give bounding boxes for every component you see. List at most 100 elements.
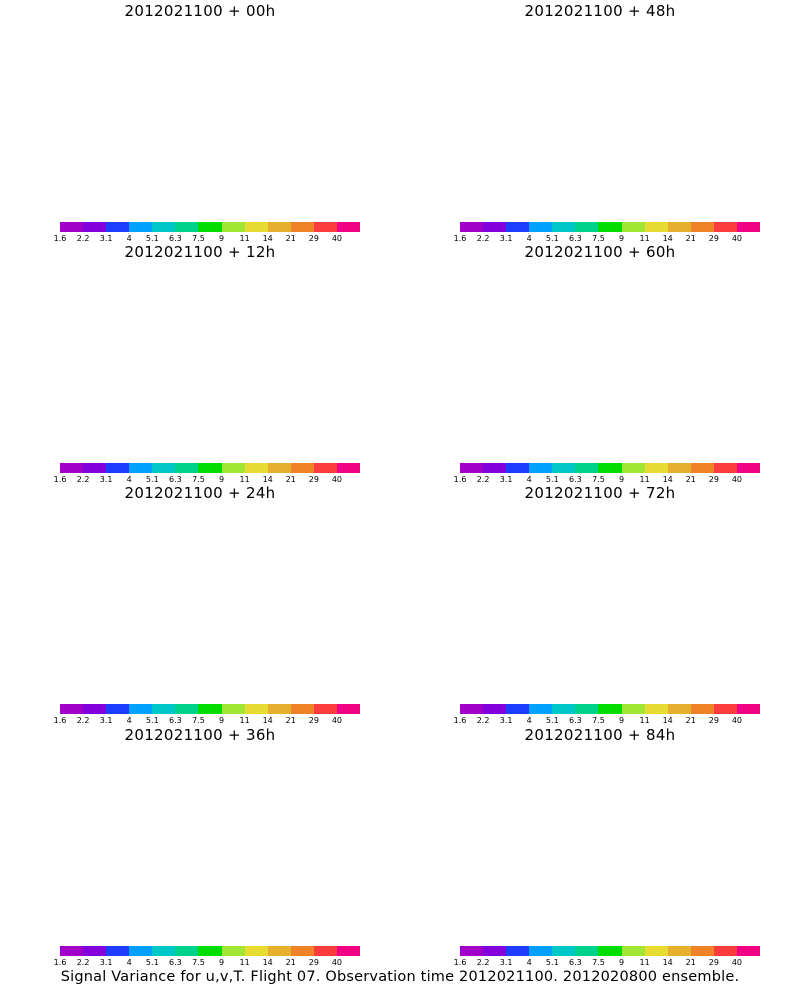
colorbar-swatch: [736, 704, 761, 714]
colorbar-label: 3.1: [499, 716, 513, 725]
colorbar-label: 14: [662, 716, 673, 725]
colorbar-label: 40: [731, 234, 743, 243]
colorbar-swatch: [83, 946, 107, 956]
colorbar-swatch: [60, 704, 84, 714]
colorbar-label: 4: [126, 475, 132, 484]
colorbar-swatch: [152, 704, 176, 714]
colorbar-label: 3.1: [99, 958, 113, 967]
colorbar-swatch: [713, 704, 737, 714]
variance-contour: [613, 779, 748, 839]
colorbar-label: 1.6: [53, 716, 67, 725]
low-variance-area: [115, 411, 185, 431]
colorbar-label: 5.1: [545, 958, 559, 967]
variance-contour: [603, 533, 757, 602]
coastline: [460, 318, 560, 331]
colorbar-label: 1.6: [53, 475, 67, 484]
map-panel-48h: 2012021100 + 48h 1.6 2.2 3.1 4 5.1 6.3 7.5 9 11 14…: [400, 0, 800, 246]
colorbar-swatch: [713, 222, 737, 232]
coastline: [230, 55, 285, 68]
colorbar-label: 9: [618, 716, 625, 725]
variance-contour: [70, 346, 210, 416]
colorbar-swatch: [83, 463, 107, 473]
variance-contour: [495, 807, 705, 891]
colorbar-swatch: [483, 946, 507, 956]
coastline: [230, 537, 285, 550]
colorbar-swatch: [198, 463, 222, 473]
variance-contour: [550, 587, 650, 627]
variance-contour: [150, 829, 250, 869]
colorbar-label: 14: [262, 716, 273, 725]
variance-contour: [544, 344, 657, 389]
variance-map: [400, 754, 800, 939]
colorbar-label: 9: [218, 234, 225, 243]
variance-contour: [514, 91, 685, 160]
variance-map: [400, 30, 800, 215]
colorbar-label: 2.2: [76, 234, 90, 243]
colorbar-swatch: [267, 704, 291, 714]
colorbar-label: 29: [308, 716, 319, 725]
variance-contour: [100, 326, 300, 406]
variance-contour: [646, 794, 714, 824]
colorbar-labels: 1.6 2.2 3.1 4 5.1 6.3 7.5 9 11 14 21 29 40: [54, 958, 360, 970]
colorbar-label: 11: [639, 234, 650, 243]
colorbar-swatch: [667, 463, 691, 473]
colorbar-label: 7.5: [592, 716, 605, 725]
colorbar-swatch: [106, 704, 130, 714]
colorbar-swatch: [713, 946, 737, 956]
colorbar-swatch: [290, 222, 314, 232]
colorbar-swatch: [460, 946, 484, 956]
panel-title: 2012021100 + 24h: [124, 484, 276, 502]
colorbar-swatch: [175, 222, 199, 232]
colorbar-label: 4: [526, 475, 532, 484]
colorbar-swatch: [336, 222, 361, 232]
variance-contour: [563, 351, 638, 381]
coastline: [60, 318, 160, 331]
coastline: [175, 824, 335, 904]
colorbar-label: 5.1: [145, 958, 159, 967]
colorbar-label: 5.1: [545, 475, 559, 484]
colorbar-label: 21: [685, 234, 696, 243]
colorbar-swatch: [621, 463, 645, 473]
variance-contour: [190, 769, 370, 849]
variance-contour: [517, 852, 564, 875]
variance-map: [0, 754, 400, 939]
colorbar-swatch: [198, 222, 222, 232]
coastline: [220, 311, 310, 386]
low-variance-area: [445, 850, 535, 878]
variance-contour: [555, 831, 645, 867]
colorbar-swatch: [552, 463, 576, 473]
colorbar-label: 29: [708, 234, 719, 243]
variance-contour: [50, 291, 350, 431]
variance-contour: [650, 313, 710, 340]
panel-title: 2012021100 + 36h: [124, 726, 276, 744]
colorbar-swatch: [644, 222, 668, 232]
variance-contour: [488, 321, 713, 411]
variance-contour: [50, 50, 350, 190]
colorbar-label: 3.1: [499, 958, 513, 967]
low-variance-area: [115, 170, 185, 190]
colorbar-swatch: [244, 463, 268, 473]
coastline: [630, 779, 685, 792]
colorbar-label: 29: [708, 475, 719, 484]
variance-contour: [512, 608, 568, 636]
colorbar-swatch: [529, 704, 553, 714]
colorbar-swatch: [621, 946, 645, 956]
colorbar-swatch: [506, 704, 530, 714]
colorbar-label: 9: [618, 958, 625, 967]
variance-contour: [605, 293, 755, 360]
variance-contour: [629, 544, 732, 590]
colorbar-labels: 1.6 2.2 3.1 4 5.1 6.3 7.5 9 11 14 21 29 40: [454, 716, 760, 728]
variance-contour: [482, 835, 599, 893]
colorbar-swatch: [313, 463, 337, 473]
colorbar-label: 40: [731, 958, 743, 967]
colorbar-label: 4: [126, 716, 132, 725]
variance-contour: [557, 108, 643, 142]
variance-contour: [493, 117, 586, 164]
variance-contour: [505, 847, 575, 882]
variance-contour: [190, 286, 370, 366]
coastline: [460, 77, 560, 90]
colorbar-label: 4: [126, 958, 132, 967]
variance-contour: [213, 779, 348, 839]
variance-contour: [70, 105, 210, 175]
low-variance-area: [515, 652, 585, 672]
